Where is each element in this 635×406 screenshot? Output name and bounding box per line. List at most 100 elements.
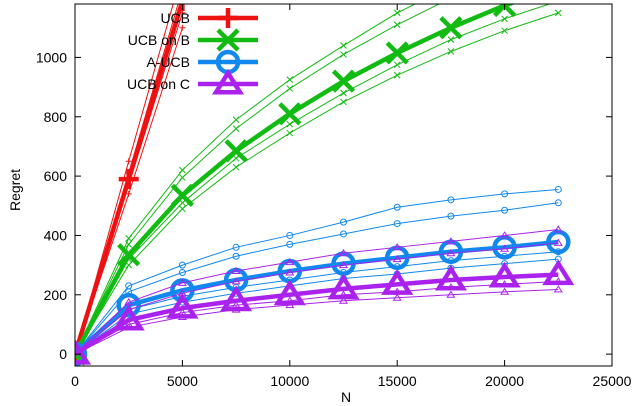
series-band-line xyxy=(75,4,551,355)
band-point xyxy=(555,4,562,5)
band-point xyxy=(285,268,295,276)
x-tick-label: 10000 xyxy=(270,373,309,389)
data-point xyxy=(118,169,139,190)
y-tick-label: 400 xyxy=(44,227,68,243)
series-band-line xyxy=(75,229,559,355)
band-point xyxy=(448,0,454,1)
band-point xyxy=(125,190,132,197)
data-point xyxy=(273,279,306,306)
legend-swatch-marker xyxy=(211,68,245,95)
band-point xyxy=(338,296,349,304)
band-point xyxy=(392,293,402,301)
band-point xyxy=(447,212,455,220)
x-axis-title: N xyxy=(341,389,351,405)
x-tick-label: 25000 xyxy=(593,373,632,389)
series-band-line xyxy=(75,202,559,355)
series-band-line xyxy=(75,12,559,355)
band-point xyxy=(179,174,186,181)
band-point xyxy=(286,240,294,248)
band-point xyxy=(125,240,133,248)
series-band-line xyxy=(75,4,417,355)
band-point xyxy=(446,249,456,257)
data-point xyxy=(75,338,92,365)
band-point xyxy=(340,51,347,58)
y-tick-label: 200 xyxy=(44,287,68,303)
data-point xyxy=(488,261,521,288)
band-point xyxy=(340,89,347,97)
band-point xyxy=(392,243,402,251)
series-band-line xyxy=(75,188,559,355)
band-point xyxy=(393,21,401,29)
data-point xyxy=(327,273,360,300)
series-triangle xyxy=(75,225,575,365)
band-point xyxy=(501,27,508,35)
data-point xyxy=(112,304,145,331)
band-point xyxy=(500,287,510,295)
series-cross xyxy=(75,0,562,366)
band-point xyxy=(500,244,510,252)
band-point xyxy=(232,154,240,162)
band-point xyxy=(447,48,455,55)
band-point xyxy=(392,254,402,263)
series-band-line xyxy=(75,251,559,355)
data-point xyxy=(278,102,302,126)
band-point xyxy=(179,24,186,31)
band-point xyxy=(231,266,241,275)
band-point xyxy=(554,185,562,193)
data-point xyxy=(224,139,248,163)
series-band-line xyxy=(75,280,559,355)
data-point xyxy=(220,285,253,312)
band-point xyxy=(393,203,401,211)
y-axis-title: Regret xyxy=(7,169,23,211)
band-point xyxy=(447,36,455,43)
band-point xyxy=(232,163,240,171)
legend-swatch-marker xyxy=(216,28,240,52)
series-circle xyxy=(75,185,571,366)
band-point xyxy=(446,237,456,245)
band-point xyxy=(340,230,347,238)
data-point xyxy=(331,69,356,93)
band-point xyxy=(446,290,456,298)
band-point xyxy=(553,225,563,233)
band-point xyxy=(500,231,510,239)
band-point xyxy=(340,98,347,106)
band-point xyxy=(393,71,401,79)
band-point xyxy=(393,9,401,17)
band-point xyxy=(124,297,134,306)
band-point xyxy=(554,9,562,17)
band-point xyxy=(232,252,240,260)
series-mean-line xyxy=(75,4,516,356)
band-point xyxy=(338,249,349,257)
band-point xyxy=(286,231,294,239)
band-point xyxy=(178,261,186,269)
band-point xyxy=(501,190,509,198)
y-tick-label: 0 xyxy=(59,346,67,362)
data-point xyxy=(381,269,414,295)
legend: UCB UCB on B A-UCB UCB on C xyxy=(127,8,258,95)
y-tick-label: 1000 xyxy=(36,49,67,65)
series-mean-line xyxy=(75,272,559,357)
band-point xyxy=(447,196,455,204)
band-point xyxy=(501,15,508,23)
band-point xyxy=(340,218,347,226)
series-layer xyxy=(75,0,575,366)
band-point xyxy=(286,129,294,137)
band-point xyxy=(338,260,349,269)
band-point xyxy=(340,42,347,49)
data-point xyxy=(385,41,409,65)
y-tick-label: 600 xyxy=(44,168,68,184)
legend-label: UCB on B xyxy=(128,32,190,48)
band-point xyxy=(231,277,241,285)
band-point xyxy=(125,158,132,165)
band-point xyxy=(285,257,295,266)
band-point xyxy=(125,235,133,242)
series-band-line xyxy=(75,258,559,355)
band-point xyxy=(178,269,186,277)
series-plus xyxy=(75,4,186,365)
x-tick-label: 15000 xyxy=(378,373,417,389)
legend-label: UCB on C xyxy=(127,76,190,92)
band-point xyxy=(554,199,562,207)
data-point xyxy=(542,259,575,286)
band-point xyxy=(286,76,294,84)
legend-label: A-UCB xyxy=(146,54,190,70)
